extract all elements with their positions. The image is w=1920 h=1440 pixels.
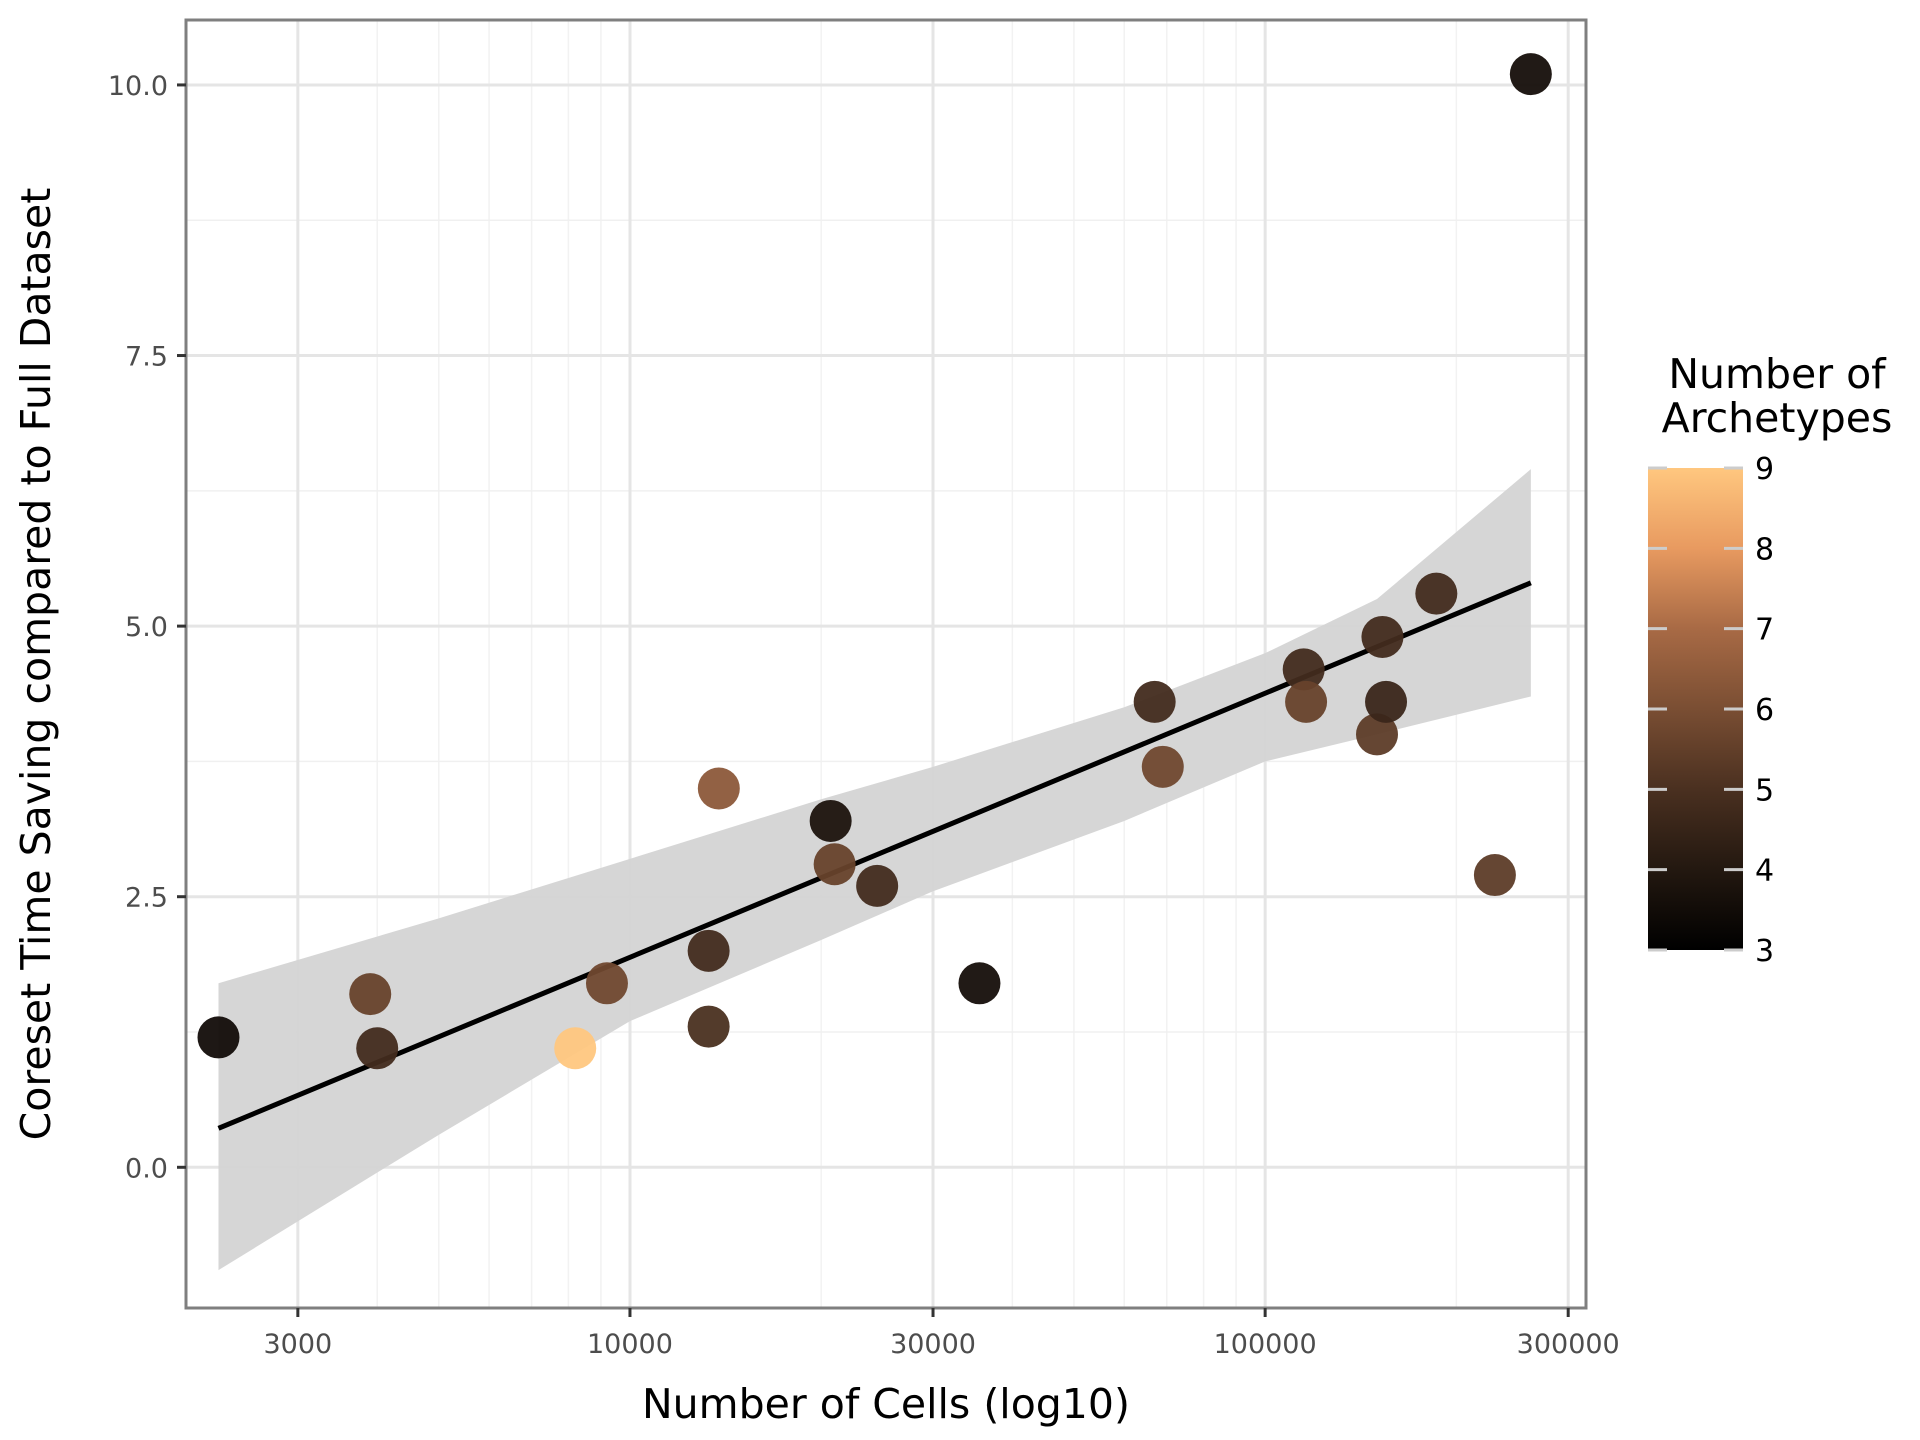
y-axis-title: Coreset Time Saving compared to Full Dat…: [12, 188, 60, 1141]
data-point: [687, 1005, 730, 1048]
x-tick-label: 30000: [890, 1329, 976, 1360]
x-axis-title: Number of Cells (log10): [642, 1380, 1130, 1428]
data-point: [1133, 680, 1176, 723]
data-point: [349, 973, 392, 1016]
legend-title-line-2: Archetypes: [1662, 394, 1893, 442]
plot-panel-border: [184, 18, 1588, 1310]
colorbar-tick-label: 9: [1755, 452, 1774, 487]
colorbar-tick-label: 8: [1755, 532, 1774, 567]
y-tick-label: 7.5: [125, 342, 168, 373]
x-axis-ticks: 3000 10000 30000 100000 300000: [263, 1308, 1620, 1360]
data-point: [813, 843, 856, 886]
data-point: [1355, 713, 1398, 756]
colorbar-tick-label: 3: [1755, 934, 1774, 969]
data-point: [1365, 680, 1408, 723]
colorbar-tick-label: 4: [1755, 854, 1774, 889]
data-point: [1282, 648, 1325, 691]
data-point: [687, 929, 730, 972]
y-tick-label: 5.0: [125, 612, 168, 643]
data-point: [1361, 615, 1404, 658]
data-point: [554, 1027, 597, 1070]
points-layer: [197, 53, 1552, 1070]
data-point: [1473, 854, 1516, 897]
data-point: [856, 864, 899, 907]
colorbar-tick-label: 5: [1755, 773, 1774, 808]
y-tick-label: 0.0: [125, 1153, 168, 1184]
x-tick-label: 300000: [1517, 1329, 1620, 1360]
data-point: [197, 1016, 240, 1059]
legend-title-line-1: Number of: [1668, 350, 1887, 398]
data-point: [958, 962, 1001, 1005]
x-tick-label: 3000: [263, 1329, 332, 1360]
data-point: [1509, 53, 1552, 96]
data-point: [1415, 572, 1458, 615]
y-axis-ticks: 0.0 2.5 5.0 7.5 10.0: [108, 71, 186, 1184]
colorbar-tick-label: 6: [1755, 693, 1774, 728]
colorbar-ticks: 3 4 5 6 7 8 9: [1648, 452, 1774, 969]
x-tick-label: 10000: [587, 1329, 673, 1360]
data-point: [1141, 745, 1184, 788]
colorbar-tick-label: 7: [1755, 613, 1774, 648]
data-point: [809, 799, 852, 842]
data-point: [585, 962, 628, 1005]
y-tick-label: 2.5: [125, 883, 168, 914]
x-tick-label: 100000: [1214, 1329, 1317, 1360]
data-point: [356, 1027, 399, 1070]
data-point: [697, 767, 740, 810]
data-point: [1285, 680, 1328, 723]
colorbar-legend: Number of Archetypes 3 4 5 6 7 8 9: [1648, 350, 1892, 969]
y-tick-label: 10.0: [108, 71, 168, 102]
